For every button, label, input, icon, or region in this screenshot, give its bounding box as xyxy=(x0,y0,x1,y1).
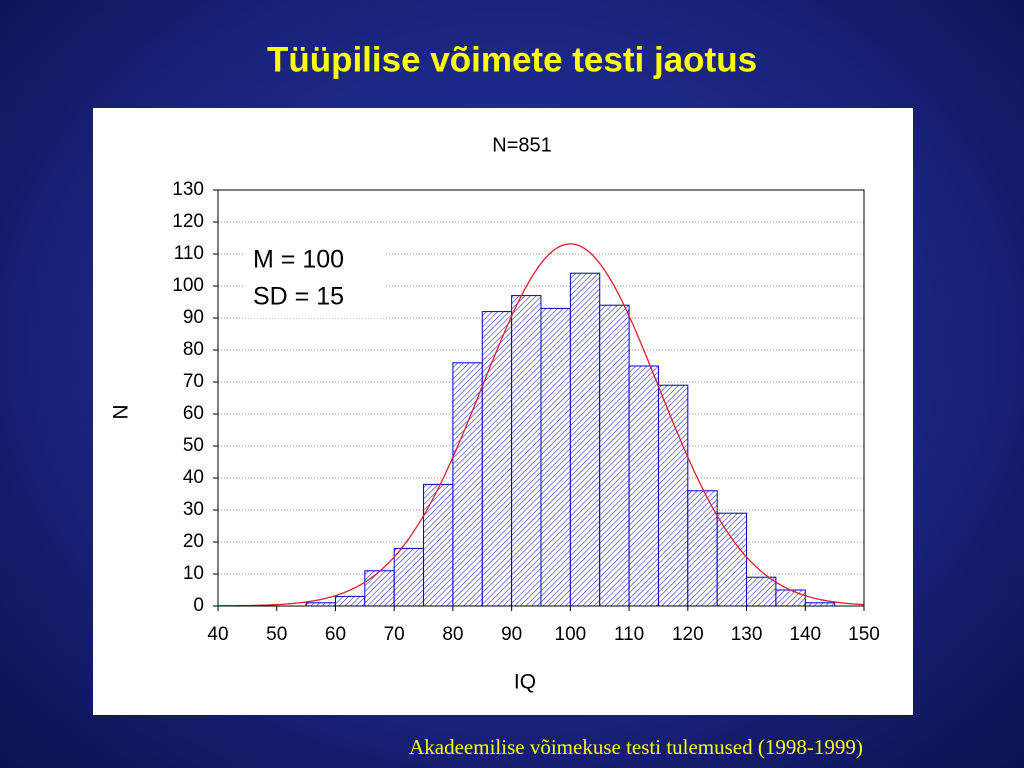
y-tick-label: 100 xyxy=(172,275,204,296)
x-tick-label: 40 xyxy=(207,624,228,645)
y-tick-label: 70 xyxy=(183,371,204,392)
bar xyxy=(746,576,777,607)
x-tick-label: 120 xyxy=(672,624,704,645)
chart-title: N=851 xyxy=(492,134,552,156)
bar xyxy=(364,570,395,607)
y-tick-label: 80 xyxy=(183,339,204,360)
bar xyxy=(334,595,366,607)
y-tick-label: 60 xyxy=(183,403,204,424)
x-tick-label: 60 xyxy=(325,624,346,645)
y-tick-label: 50 xyxy=(183,435,204,456)
annotation: M = 100 xyxy=(253,246,344,274)
y-tick-label: 30 xyxy=(183,499,204,520)
x-tick-label: 140 xyxy=(789,624,821,645)
fit-curve xyxy=(218,243,865,607)
x-tick-label: 80 xyxy=(442,624,463,645)
x-tick-label: 70 xyxy=(384,624,405,645)
bar xyxy=(393,547,425,607)
x-axis-label: IQ xyxy=(514,671,536,694)
y-tick-label: 110 xyxy=(174,243,204,264)
bar xyxy=(775,589,806,607)
y-tick-label: 20 xyxy=(183,531,204,552)
bar xyxy=(452,362,483,607)
x-tick-label: 90 xyxy=(501,624,522,645)
annotation-box xyxy=(245,243,385,318)
bar xyxy=(423,483,454,607)
y-tick-label: 0 xyxy=(193,595,204,616)
y-tick-label: 10 xyxy=(183,563,204,584)
bar xyxy=(511,295,542,607)
y-tick-label: 90 xyxy=(183,307,204,328)
x-tick-label: 50 xyxy=(266,624,287,645)
y-tick-label: 120 xyxy=(172,211,204,232)
bar xyxy=(599,304,630,607)
plot-frame xyxy=(217,189,865,607)
bar xyxy=(628,365,659,607)
x-tick-label: 100 xyxy=(555,624,587,645)
annotation: SD = 15 xyxy=(253,283,344,311)
bar xyxy=(540,307,571,607)
slide-title: Tüüpilise võimete testi jaotus xyxy=(267,40,757,79)
x-tick-label: 110 xyxy=(614,624,644,645)
y-axis-label: N xyxy=(110,404,133,419)
bar xyxy=(657,384,689,607)
y-tick-label: 40 xyxy=(183,467,204,488)
bar xyxy=(716,512,748,607)
footer: Akadeemilise võimekuse testi tulemused (… xyxy=(409,735,863,759)
y-tick-label: 130 xyxy=(172,179,204,200)
bar xyxy=(569,272,601,607)
x-tick-label: 150 xyxy=(848,624,880,645)
x-tick-label: 130 xyxy=(731,624,763,645)
bar xyxy=(481,311,513,607)
